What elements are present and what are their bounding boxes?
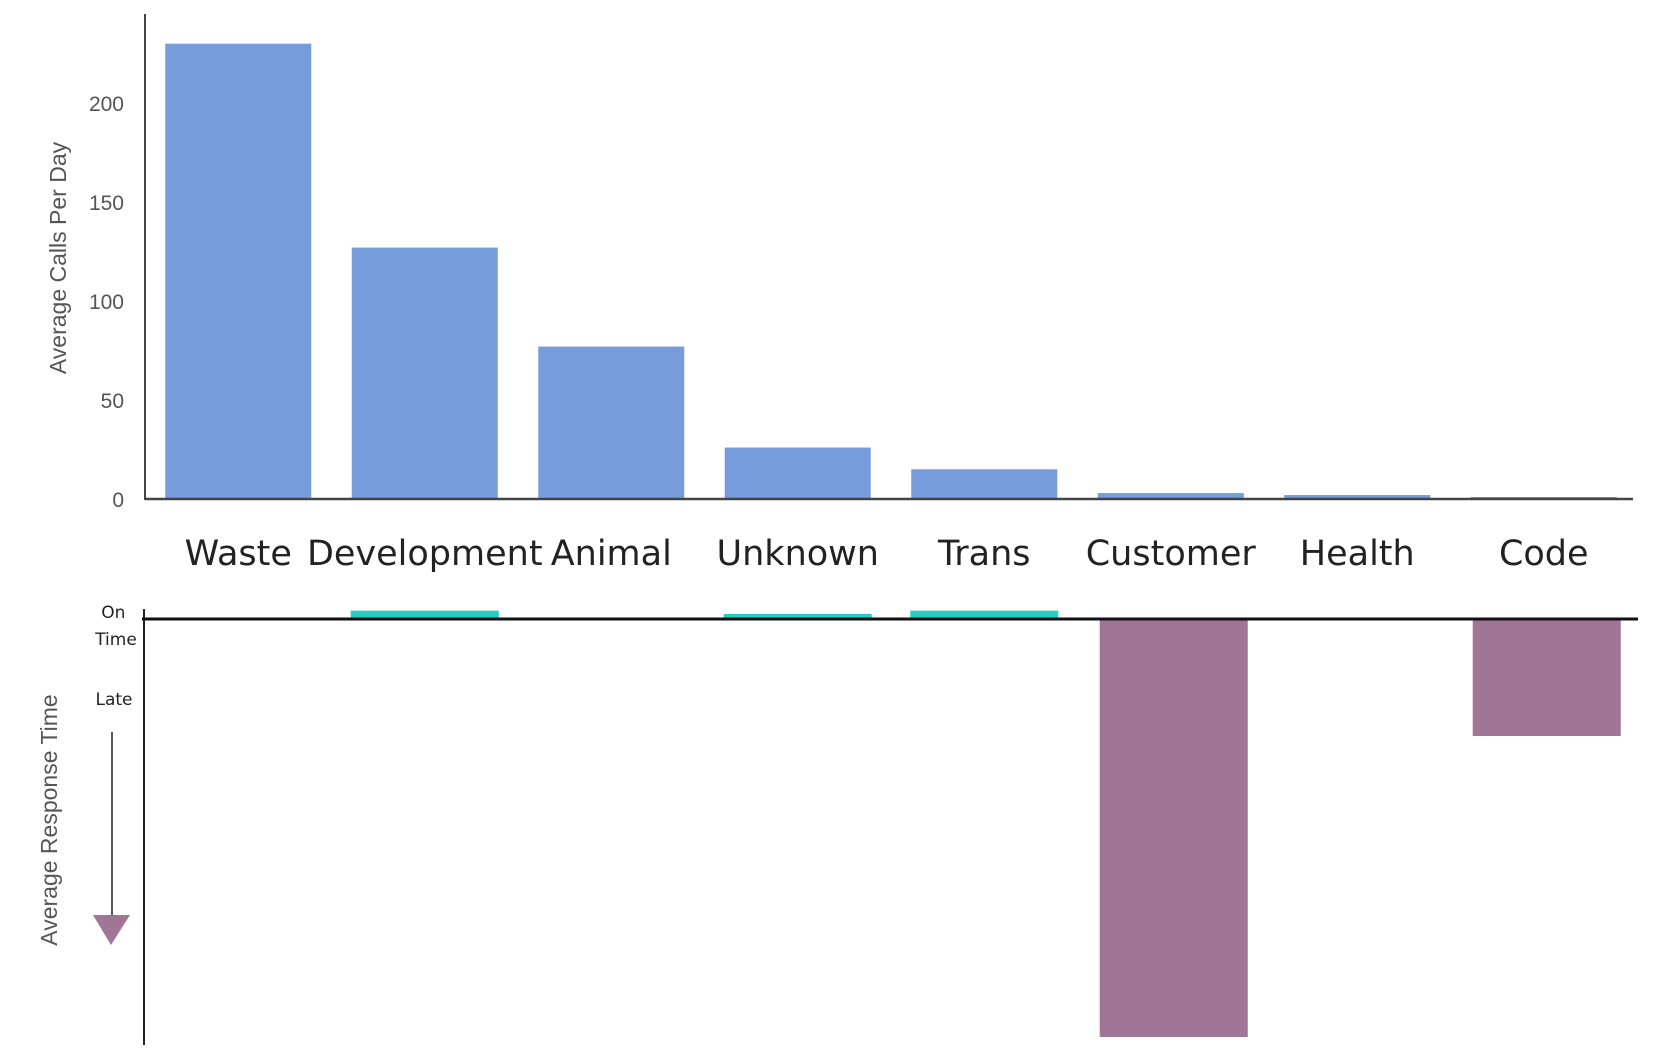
response-bar-code: [1472, 619, 1621, 737]
y-tick-label: 200: [89, 93, 124, 116]
y-tick-label: 100: [89, 291, 124, 314]
y-tick-label: 50: [101, 390, 124, 413]
on-time-label: On Time: [94, 603, 137, 650]
late-label: Late: [95, 690, 132, 710]
category-labels: Waste Development Animal Unknown Trans Custom…: [185, 534, 1589, 574]
category-label-unknown: Unknown: [717, 534, 879, 574]
top-y-axis-label: Average Calls Per Day: [45, 141, 71, 374]
category-label-waste: Waste: [185, 534, 292, 574]
y-tick-label: 150: [89, 192, 124, 215]
on-time-label-line1: On: [101, 603, 125, 623]
category-label-customer: Customer: [1086, 534, 1257, 574]
top-bars: [165, 43, 1617, 499]
bottom-y-axis-label: Average Response Time: [36, 694, 62, 945]
bar-waste: [165, 43, 312, 499]
late-arrow-head: [93, 915, 130, 945]
bottom-chart: Average Response Time On Time Late: [36, 603, 1638, 1045]
bar-animal: [538, 346, 685, 499]
bar-development: [351, 247, 498, 499]
bar-health: [1284, 495, 1431, 499]
bar-trans: [911, 469, 1058, 499]
category-label-health: Health: [1300, 534, 1415, 574]
top-y-ticks: 0 50 100 150 200: [89, 93, 124, 512]
y-tick-label: 0: [112, 489, 124, 512]
bottom-bars: [350, 610, 1621, 1037]
response-bar-development: [350, 610, 499, 619]
response-bar-customer: [1099, 619, 1248, 1037]
bar-unknown: [724, 447, 871, 499]
bar-customer: [1097, 493, 1244, 499]
category-label-code: Code: [1499, 534, 1589, 574]
response-bar-unknown: [723, 613, 872, 619]
top-chart: Average Calls Per Day 0 50 100 150 200 Waste…: [45, 14, 1633, 574]
category-label-trans: Trans: [937, 534, 1031, 574]
on-time-label-line2: Time: [94, 630, 137, 650]
category-label-animal: Animal: [551, 534, 672, 574]
response-bar-trans: [910, 610, 1059, 619]
category-label-development: Development: [307, 534, 543, 574]
